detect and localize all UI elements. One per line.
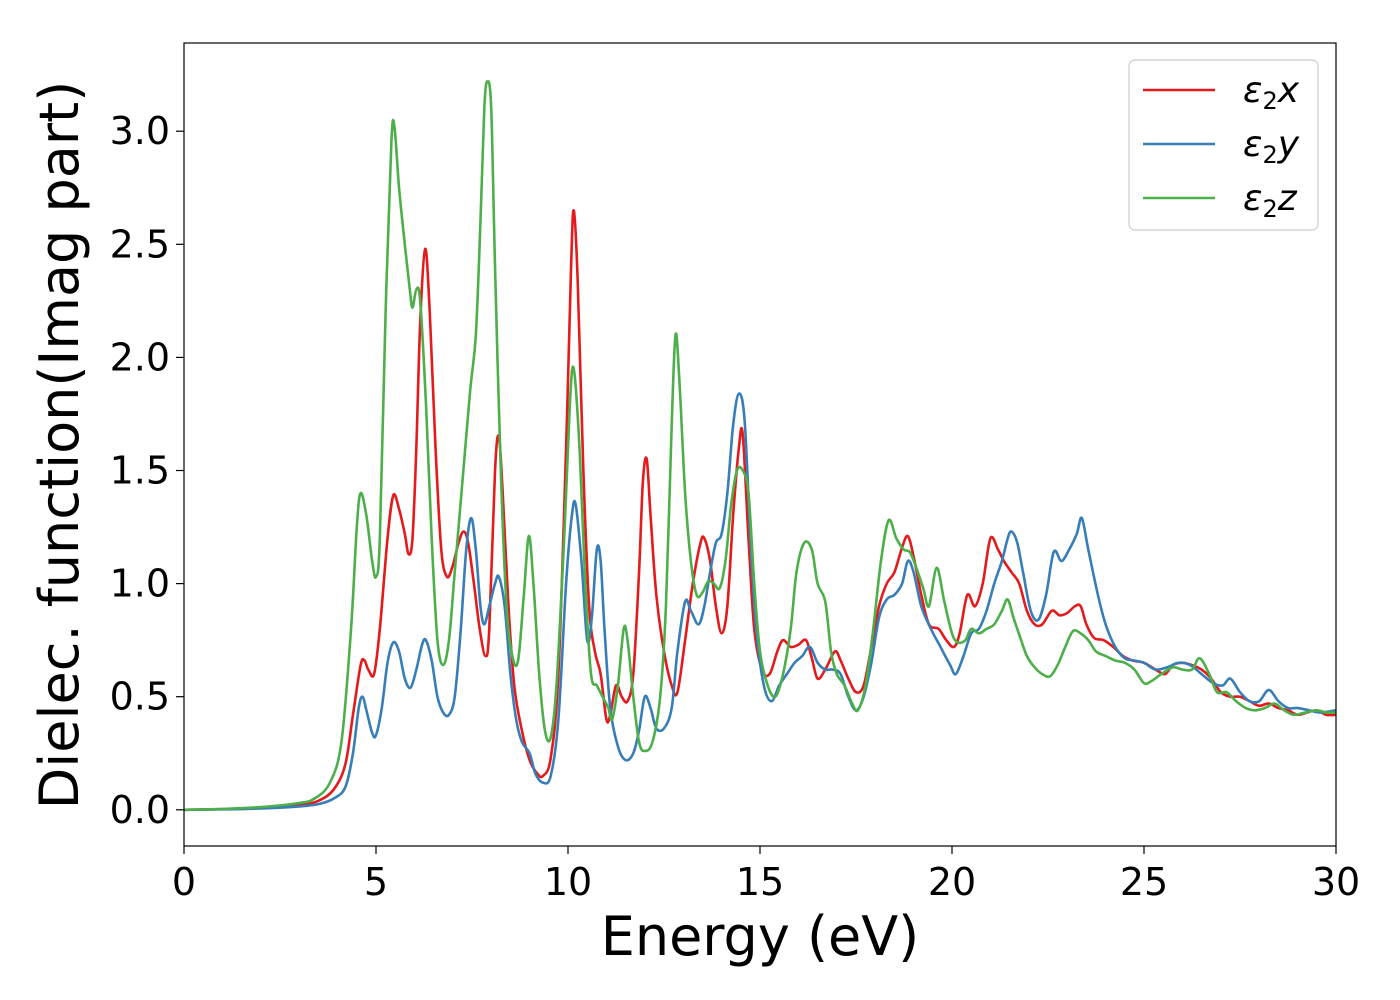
- y-tick-label: 0.0: [110, 788, 170, 832]
- x-tick-label: 25: [1120, 860, 1168, 904]
- y-axis-ticks: 0.0 0.5 1.0 1.5 2.0 2.5 3.0: [110, 109, 184, 832]
- legend-label-z: ε2z: [1243, 178, 1298, 223]
- legend-box: [1128, 59, 1319, 231]
- x-tick-label: 30: [1312, 860, 1360, 904]
- x-tick-label: 10: [544, 860, 592, 904]
- y-tick-label: 0.5: [110, 675, 170, 719]
- y-tick-label: 2.0: [110, 335, 170, 379]
- legend-label-x: ε2x: [1243, 70, 1300, 115]
- x-tick-label: 20: [928, 860, 976, 904]
- y-axis-label: Dielec. function(Imag part): [28, 81, 91, 810]
- y-tick-label: 1.5: [110, 449, 170, 493]
- x-tick-label: 5: [364, 860, 388, 904]
- series-line-x: [184, 209, 1336, 812]
- x-tick-label: 15: [736, 860, 784, 904]
- series-line-z: [184, 80, 1336, 812]
- y-tick-label: 1.0: [110, 562, 170, 606]
- series-line-y: [184, 392, 1336, 812]
- x-axis-label: Energy (eV): [601, 905, 920, 968]
- y-tick-label: 3.0: [110, 109, 170, 153]
- series-layer: [184, 80, 1336, 812]
- x-tick-label: 0: [172, 860, 196, 904]
- legend: ε2x ε2y ε2z: [1128, 59, 1319, 231]
- y-tick-label: 2.5: [110, 222, 170, 266]
- x-axis-ticks: 0 5 10 15 20 25 30: [172, 846, 1360, 904]
- legend-label-y: ε2y: [1243, 124, 1300, 169]
